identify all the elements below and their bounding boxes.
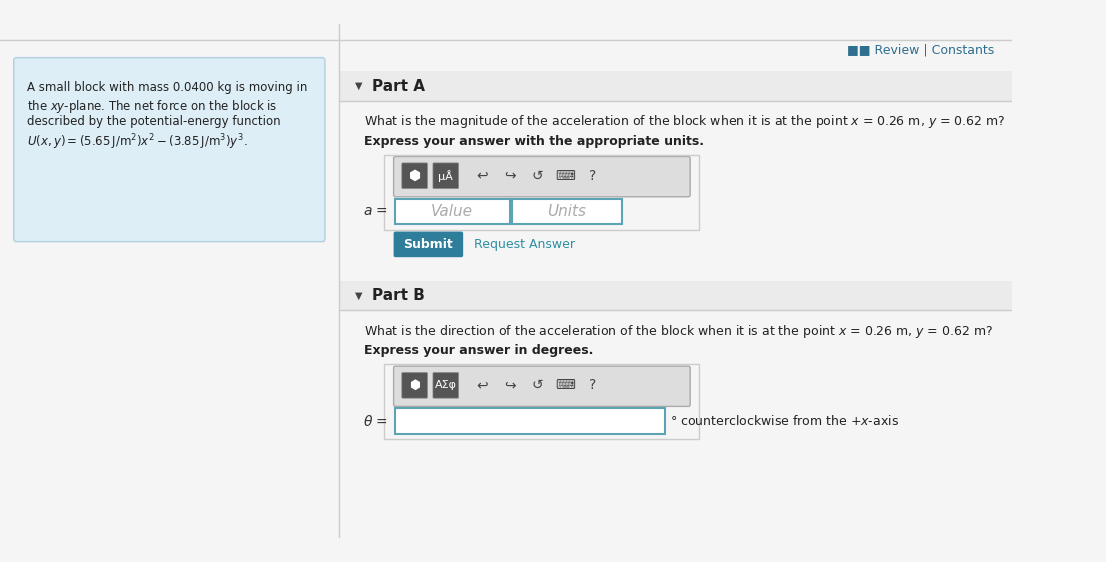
Text: ↩: ↩ (477, 169, 488, 183)
Text: ↩: ↩ (477, 378, 488, 392)
Text: Request Answer: Request Answer (474, 238, 575, 251)
Text: ▼: ▼ (355, 81, 363, 91)
Text: ?: ? (588, 169, 596, 183)
Text: ⬢: ⬢ (408, 169, 420, 183)
FancyBboxPatch shape (432, 373, 459, 398)
Text: What is the direction of the acceleration of the block when it is at the point $: What is the direction of the acceleratio… (364, 323, 993, 340)
Text: ΑΣφ: ΑΣφ (435, 380, 457, 391)
Text: $a$ =: $a$ = (363, 205, 388, 219)
FancyBboxPatch shape (394, 366, 690, 406)
Text: Units: Units (547, 204, 586, 219)
Text: Express your answer in degrees.: Express your answer in degrees. (364, 344, 594, 357)
Text: ⌨: ⌨ (555, 378, 575, 392)
Text: Part B: Part B (372, 288, 425, 303)
FancyBboxPatch shape (394, 232, 463, 257)
Text: Submit: Submit (404, 238, 453, 251)
FancyBboxPatch shape (394, 156, 690, 197)
Text: described by the potential-energy function: described by the potential-energy functi… (28, 115, 281, 128)
Text: $U(x, y) = (5.65\,\mathrm{J/m^2})x^2 - (3.85\,\mathrm{J/m^3})y^3$.: $U(x, y) = (5.65\,\mathrm{J/m^2})x^2 - (… (28, 133, 248, 152)
Text: μÅ: μÅ (438, 170, 453, 182)
FancyBboxPatch shape (13, 58, 325, 242)
Text: ■■ Review | Constants: ■■ Review | Constants (847, 44, 994, 57)
Text: ↪: ↪ (504, 378, 515, 392)
Bar (338, 71, 1012, 101)
FancyBboxPatch shape (512, 198, 622, 224)
FancyBboxPatch shape (396, 198, 510, 224)
Text: Part A: Part A (372, 79, 425, 93)
Text: ↺: ↺ (532, 169, 543, 183)
Text: ?: ? (588, 378, 596, 392)
Text: ↪: ↪ (504, 169, 515, 183)
FancyBboxPatch shape (432, 163, 459, 189)
Text: $\theta$ =: $\theta$ = (363, 414, 388, 429)
Text: ⬢: ⬢ (409, 379, 420, 392)
Text: A small block with mass 0.0400 kg is moving in: A small block with mass 0.0400 kg is mov… (28, 80, 307, 93)
Text: ° counterclockwise from the +$x$-axis: ° counterclockwise from the +$x$-axis (670, 414, 899, 428)
Text: ↺: ↺ (532, 378, 543, 392)
Bar (338, 281, 1012, 310)
FancyBboxPatch shape (396, 408, 666, 434)
FancyBboxPatch shape (401, 373, 427, 398)
Text: What is the magnitude of the acceleration of the block when it is at the point $: What is the magnitude of the acceleratio… (364, 114, 1005, 130)
Text: Value: Value (431, 204, 473, 219)
Text: ⌨: ⌨ (555, 169, 575, 183)
Text: the $xy$-plane. The net force on the block is: the $xy$-plane. The net force on the blo… (28, 98, 278, 115)
Text: ▼: ▼ (355, 291, 363, 301)
FancyBboxPatch shape (401, 163, 427, 189)
Text: Express your answer with the appropriate units.: Express your answer with the appropriate… (364, 134, 705, 148)
